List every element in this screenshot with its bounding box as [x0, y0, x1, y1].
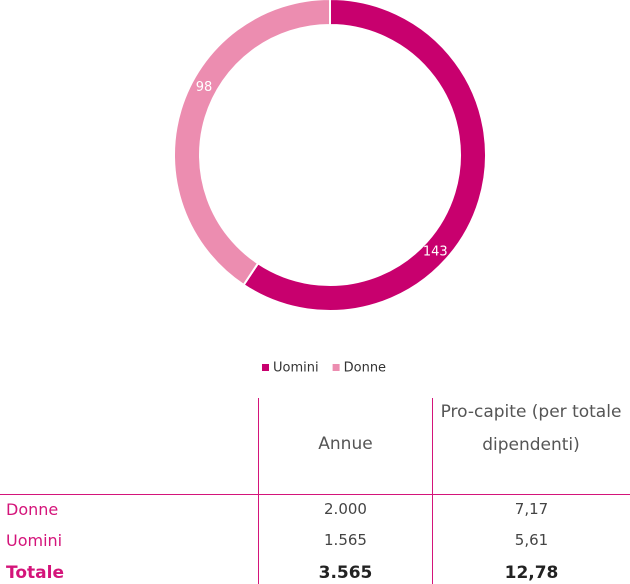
legend-label: Donne [344, 361, 386, 376]
table-cell: 2.000 [324, 500, 367, 518]
table-divider [258, 398, 259, 584]
legend-label: Uomini [273, 361, 319, 376]
table-cell: 7,17 [514, 500, 549, 518]
column-header: Annue [318, 434, 373, 454]
column-header: Pro-capite (per totale dipendenti) [440, 402, 622, 455]
table-cell: 12,78 [504, 563, 559, 583]
legend-swatch [262, 364, 269, 371]
data-label: 143 [423, 244, 448, 259]
table-cell: 1.565 [324, 531, 367, 549]
row-label: Totale [6, 563, 64, 583]
table-cell: 3.565 [318, 563, 373, 583]
table-divider [432, 398, 433, 584]
table-divider [0, 494, 630, 495]
row-label: Uomini [6, 531, 63, 550]
table-cell: 5,61 [514, 531, 549, 549]
donut-segment [172, 0, 331, 287]
donut-chart: 143 98 Uomini Donne [172, 0, 487, 376]
data-label: 98 [196, 80, 213, 95]
row-label: Donne [6, 500, 59, 519]
legend-swatch [332, 364, 340, 371]
donut-segment [242, 0, 487, 312]
